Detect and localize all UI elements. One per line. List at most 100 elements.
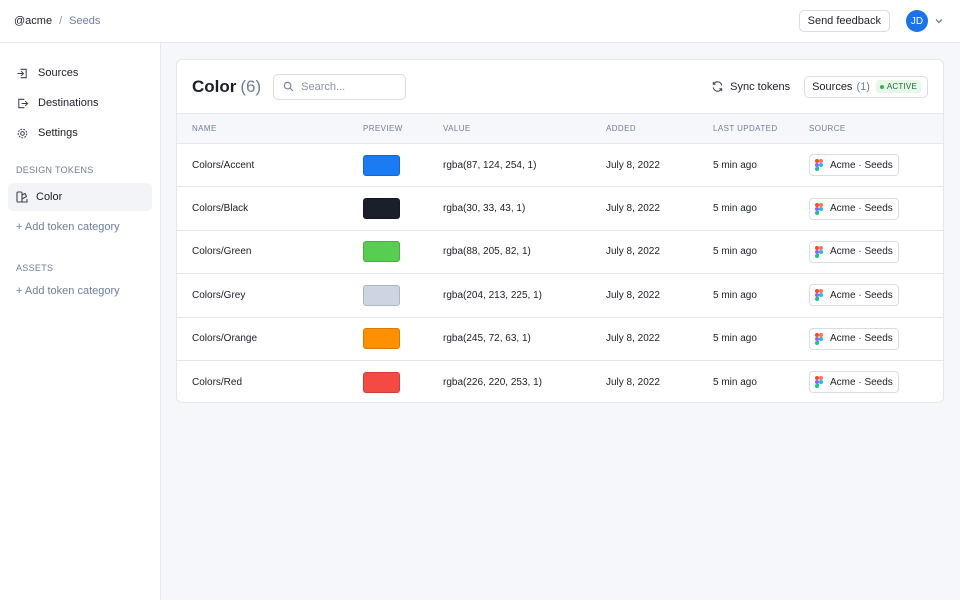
sidebar-item-label: Destinations (38, 97, 99, 109)
arrow-in-icon (17, 68, 27, 78)
column-header-source[interactable]: SOURCE (809, 113, 943, 144)
token-value: rgba(226, 220, 253, 1) (443, 376, 542, 388)
token-source-cell: Acme · Seeds (809, 317, 943, 361)
token-source-cell: Acme · Seeds (809, 186, 943, 231)
breadcrumb-org[interactable]: @acme (14, 15, 53, 27)
header-actions: Send feedback JD (798, 10, 944, 32)
token-name[interactable]: Colors/Accent (177, 143, 363, 188)
sidebar-item-destinations[interactable]: Destinations (0, 93, 160, 113)
column-header-preview[interactable]: PREVIEW (363, 113, 443, 144)
add-token-category-link[interactable]: + Add token category (16, 221, 120, 233)
token-added-date: July 8, 2022 (606, 143, 713, 188)
status-dot-icon (879, 84, 884, 89)
table-row[interactable]: Colors/Red rgba(226, 220, 253, 1) July 8, … (177, 360, 943, 402)
card-header: Color (6) Sync tokens (177, 60, 943, 113)
search-input[interactable] (301, 80, 397, 93)
column-header-added[interactable]: ADDED (606, 113, 713, 144)
color-swatch[interactable] (363, 198, 400, 220)
token-added-date: July 8, 2022 (606, 186, 713, 231)
color-preview-cell (363, 230, 443, 275)
sidebar-item-sources[interactable]: Sources (0, 63, 160, 83)
token-source-cell: Acme · Seeds (809, 273, 943, 318)
column-header-last-updated[interactable]: LAST UPDATED (713, 113, 809, 144)
sidebar-item-label: Color (36, 191, 63, 203)
source-chip[interactable]: Acme · Seeds (809, 284, 899, 307)
page-title: Color (192, 76, 237, 96)
column-header-name[interactable]: NAME (177, 113, 363, 144)
figma-icon (815, 332, 823, 345)
color-preview-cell (363, 186, 443, 231)
table-row[interactable]: Colors/Orange rgba(245, 72, 63, 1) July 8,… (177, 317, 943, 361)
table-header-row: NAME PREVIEW VALUE ADDED LAST UPDATED SO… (177, 113, 943, 144)
add-asset-category-link[interactable]: + Add token category (16, 285, 120, 297)
avatar[interactable]: JD (906, 10, 928, 32)
table-row[interactable]: Colors/Accent rgba(87, 124, 254, 1) July 8… (177, 143, 943, 188)
top-bar: @acme / Seeds Send feedback JD (0, 0, 960, 43)
breadcrumb-separator: / (59, 15, 63, 27)
send-feedback-button[interactable]: Send feedback (798, 10, 890, 32)
token-last-updated: 5 min ago (713, 143, 809, 188)
token-name[interactable]: Colors/Green (177, 230, 363, 275)
source-label: Acme · Seeds (830, 246, 893, 258)
source-label: Acme · Seeds (830, 289, 893, 301)
token-source-cell: Acme · Seeds (809, 360, 943, 402)
source-label: Acme · Seeds (830, 333, 893, 345)
search-box[interactable] (273, 73, 407, 100)
token-source-cell: Acme · Seeds (809, 143, 943, 188)
sources-button[interactable]: Sources (1) ACTIVE (804, 75, 928, 98)
active-badge-label: ACTIVE (886, 82, 917, 91)
color-preview-cell (363, 143, 443, 188)
sidebar: Sources Destinations Settings DESIGN TOK… (0, 43, 161, 600)
table-row[interactable]: Colors/Green rgba(88, 205, 82, 1) July 8, … (177, 230, 943, 275)
figma-icon (815, 245, 823, 258)
token-count: (6) (240, 76, 262, 96)
token-last-updated: 5 min ago (713, 317, 809, 361)
source-chip[interactable]: Acme · Seeds (809, 240, 899, 263)
source-label: Acme · Seeds (830, 203, 893, 215)
token-value: rgba(245, 72, 63, 1) (443, 317, 606, 361)
token-added-date: July 8, 2022 (606, 317, 713, 361)
color-swatch[interactable] (363, 241, 400, 263)
tokens-card: Color (6) Sync tokens (176, 59, 944, 403)
sidebar-item-settings[interactable]: Settings (0, 123, 160, 143)
table-row[interactable]: Colors/Grey rgba(204, 213, 225, 1) July 8,… (177, 273, 943, 318)
color-swatch[interactable] (363, 284, 400, 306)
source-chip[interactable]: Acme · Seeds (809, 371, 899, 394)
sources-count: (1) (856, 80, 870, 93)
token-value: rgba(204, 213, 225, 1) (443, 273, 606, 318)
color-token-icon (16, 191, 28, 203)
color-preview-cell (363, 317, 443, 361)
token-name[interactable]: Colors/Red (192, 376, 243, 388)
color-preview-cell (363, 273, 443, 318)
token-name[interactable]: Colors/Grey (177, 273, 363, 318)
card-actions: Sync tokens Sources (1) ACTIVE (711, 75, 928, 98)
color-swatch[interactable] (363, 371, 400, 393)
sources-label: Sources (812, 80, 853, 93)
chevron-down-icon[interactable] (934, 16, 944, 26)
column-header-value[interactable]: VALUE (443, 113, 606, 144)
sidebar-item-color[interactable]: Color (8, 183, 152, 211)
token-value: rgba(87, 124, 254, 1) (443, 143, 606, 188)
token-name[interactable]: Colors/Black (177, 186, 363, 231)
active-badge: ACTIVE (875, 80, 921, 93)
sync-tokens-button[interactable]: Sync tokens (711, 80, 790, 93)
token-added-date: July 8, 2022 (606, 230, 713, 275)
color-preview-cell (363, 360, 443, 402)
sidebar-item-label: Sources (38, 67, 79, 79)
source-label: Acme · Seeds (830, 159, 893, 171)
token-name[interactable]: Colors/Orange (177, 317, 363, 361)
source-chip[interactable]: Acme · Seeds (809, 154, 899, 177)
color-swatch[interactable] (363, 328, 400, 350)
token-added-date: July 8, 2022 (606, 273, 713, 318)
breadcrumb-page[interactable]: Seeds (69, 15, 101, 27)
source-chip[interactable]: Acme · Seeds (809, 197, 899, 220)
card-title-group: Color (6) (192, 73, 407, 100)
gear-icon (17, 128, 28, 138)
figma-icon (815, 376, 823, 389)
token-value: rgba(30, 33, 43, 1) (443, 186, 606, 231)
source-chip[interactable]: Acme · Seeds (809, 327, 899, 350)
table-row[interactable]: Colors/Black rgba(30, 33, 43, 1) July 8, 2… (177, 186, 943, 231)
token-last-updated: 5 min ago (713, 376, 757, 388)
color-swatch[interactable] (363, 154, 400, 176)
token-added-date: July 8, 2022 (606, 376, 660, 388)
